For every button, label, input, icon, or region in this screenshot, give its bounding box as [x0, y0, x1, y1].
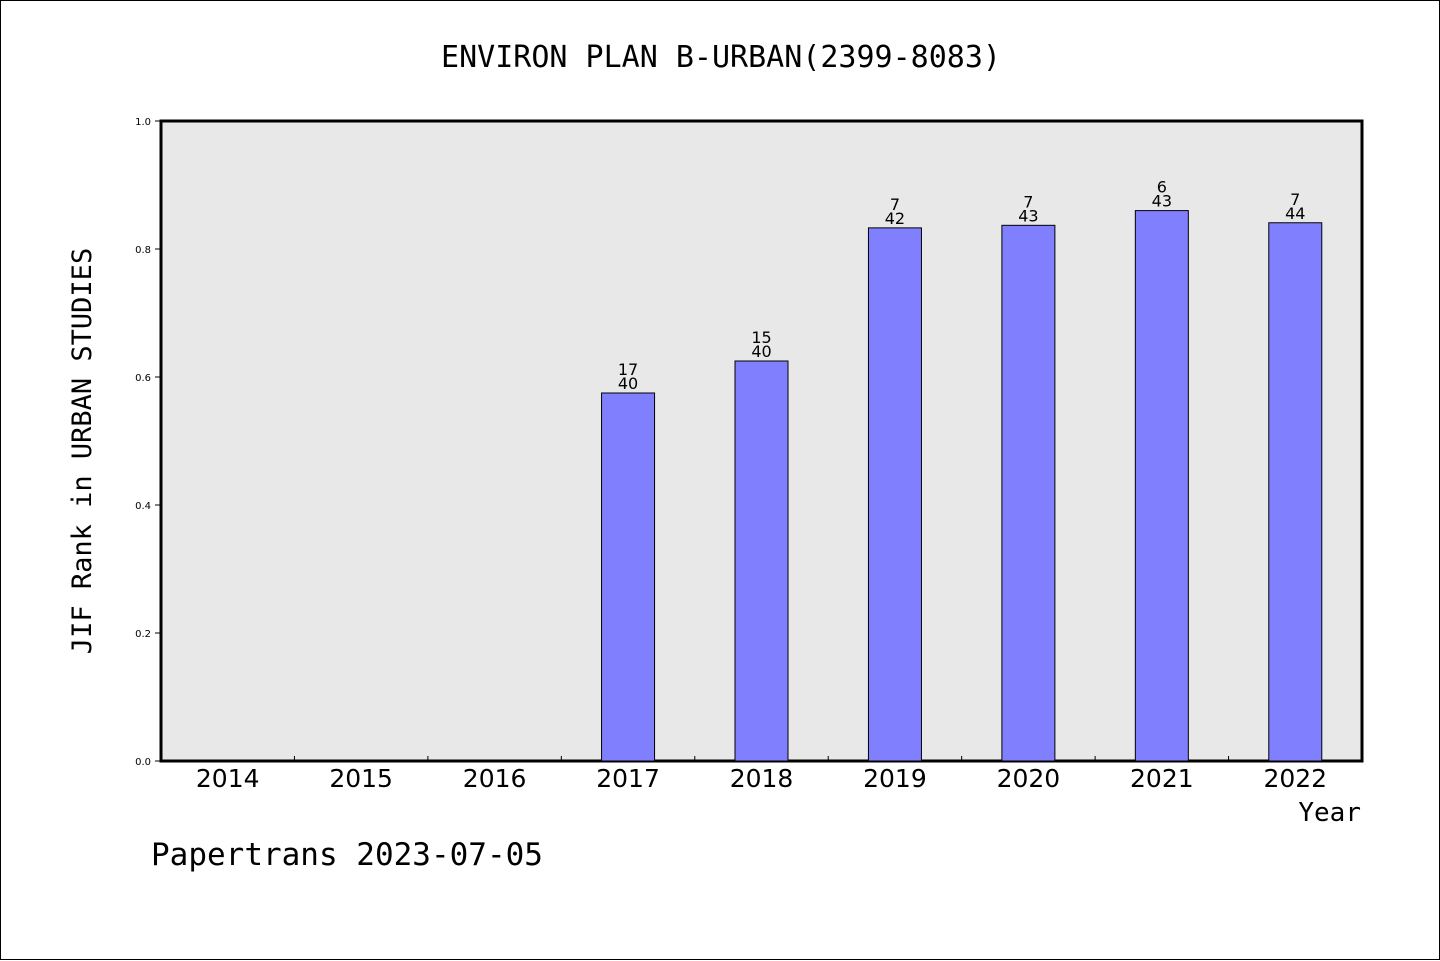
- x-tick-label: 2021: [1130, 764, 1194, 793]
- bar-rank-label: 6: [1157, 178, 1167, 197]
- y-axis: 0.0 0.2 0.4 0.6 0.8 1.0: [135, 117, 161, 768]
- bar-total-label: 43: [1018, 206, 1038, 225]
- bar: [734, 360, 789, 762]
- bar-total-label: 40: [751, 342, 771, 361]
- bar: [601, 392, 656, 762]
- bar-rank-label: 7: [1023, 192, 1033, 211]
- x-tick-label: 2019: [863, 764, 927, 793]
- chart-title: ENVIRON PLAN B-URBAN(2399-8083): [441, 40, 1001, 75]
- bar-total-label: 44: [1285, 204, 1305, 223]
- bar: [1001, 224, 1056, 762]
- x-tick-label: 2017: [596, 764, 660, 793]
- bar: [867, 227, 922, 762]
- x-tick-label: 2016: [463, 764, 527, 793]
- x-tick-label: 2015: [329, 764, 393, 793]
- y-tick-label: 0.0: [135, 757, 151, 768]
- bar: [1134, 210, 1189, 762]
- y-tick-label: 0.2: [135, 629, 151, 640]
- bar-total-label: 42: [885, 209, 905, 228]
- bar-total-label: 40: [618, 374, 638, 393]
- x-tick-label: 2014: [196, 764, 260, 793]
- y-axis-label: JIF Rank in URBAN STUDIES: [67, 248, 98, 654]
- x-axis: 2014 2015 2016 2017 2018 2019 2020 2021 2022: [196, 756, 1327, 793]
- x-tick-label: 2020: [997, 764, 1061, 793]
- bar-rank-label: 17: [618, 360, 638, 379]
- y-tick-label: 0.4: [135, 501, 151, 512]
- y-tick-label: 1.0: [135, 117, 151, 128]
- x-axis-label: Year: [1298, 798, 1361, 828]
- footer-text: Papertrans 2023-07-05: [151, 837, 543, 873]
- bar-rank-label: 7: [1290, 190, 1300, 209]
- y-tick-label: 0.6: [135, 373, 151, 384]
- bars: [601, 210, 1323, 762]
- x-tick-label: 2022: [1263, 764, 1327, 793]
- bar-total-label: 43: [1152, 192, 1172, 211]
- x-tick-label: 2018: [730, 764, 794, 793]
- y-tick-label: 0.8: [135, 245, 151, 256]
- bar-rank-label: 15: [751, 328, 771, 347]
- bar: [1268, 222, 1323, 762]
- bar-rank-label: 7: [890, 195, 900, 214]
